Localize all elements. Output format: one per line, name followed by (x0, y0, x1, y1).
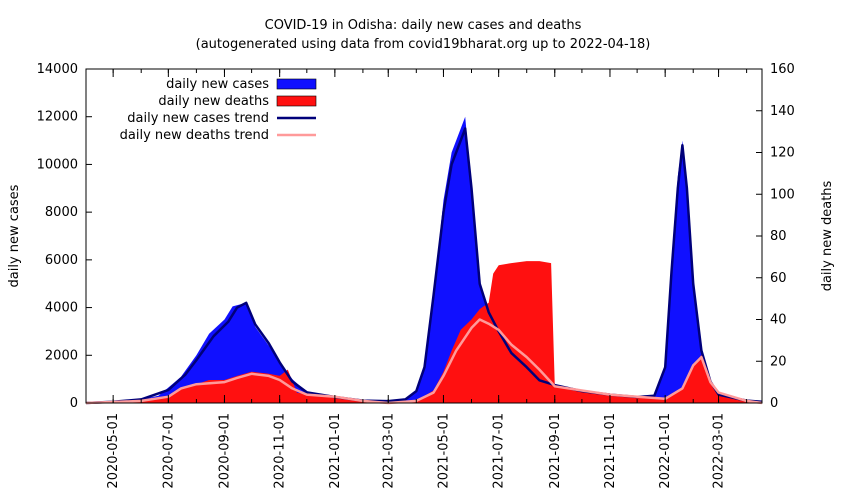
y-tick-label: 6000 (45, 253, 78, 268)
x-tick-label: 2020-05-01 (106, 413, 121, 489)
y-tick-label: 12000 (37, 110, 78, 125)
y-tick-label: 8000 (45, 205, 78, 220)
x-tick-label: 2021-03-01 (381, 413, 396, 489)
y-tick-label: 14000 (37, 62, 78, 77)
y2-tick-label: 40 (770, 313, 787, 328)
chart-title: COVID-19 in Odisha: daily new cases and … (265, 18, 582, 33)
y-axis-label: daily new cases (7, 184, 22, 287)
y-tick-label: 10000 (37, 157, 78, 172)
y2-tick-label: 140 (770, 104, 795, 119)
y2-tick-label: 160 (770, 62, 795, 77)
legend-label: daily new deaths (158, 94, 269, 109)
x-tick-label: 2021-05-01 (437, 413, 452, 489)
x-tick-label: 2020-11-01 (273, 413, 288, 489)
y-tick-label: 0 (70, 396, 78, 411)
y-tick-label: 2000 (45, 348, 78, 363)
legend-label: daily new cases trend (127, 111, 269, 126)
x-tick-label: 2021-11-01 (603, 413, 618, 489)
legend-label: daily new deaths trend (120, 128, 269, 143)
deaths-series-area (86, 261, 762, 403)
y2-tick-label: 0 (770, 396, 778, 411)
deaths-trend-line (85, 318, 763, 405)
y2-tick-label: 80 (770, 229, 787, 244)
x-tick-label: 2020-07-01 (161, 413, 176, 489)
y-tick-label: 4000 (45, 301, 78, 316)
y2-tick-label: 120 (770, 146, 795, 161)
x-tick-label: 2022-03-01 (712, 413, 727, 489)
cases-trend-line (85, 127, 763, 405)
axes: 0 2000 4000 6000 8000 10000 12000 14000 0 20 40 60 8… (37, 62, 795, 489)
y2-tick-label: 20 (770, 354, 787, 369)
y2-tick-label: 60 (770, 271, 787, 286)
legend-label: daily new cases (166, 77, 269, 92)
legend-swatch (276, 95, 317, 107)
legend-swatch (276, 78, 317, 90)
x-tick-label: 2022-01-01 (658, 413, 673, 489)
y2-axis-label: daily new deaths (820, 180, 835, 291)
plot-series (85, 116, 763, 405)
y2-tick-label: 100 (770, 187, 795, 202)
x-tick-label: 2020-09-01 (218, 413, 233, 489)
legend: daily new cases daily new deaths daily new… (120, 77, 317, 143)
x-tick-label: 2021-01-01 (328, 413, 343, 489)
chart-subtitle: (autogenerated using data from covid19bh… (196, 37, 651, 52)
x-tick-label: 2021-09-01 (548, 413, 563, 489)
cases-series-area (86, 116, 762, 403)
x-tick-label: 2021-07-01 (492, 413, 507, 489)
